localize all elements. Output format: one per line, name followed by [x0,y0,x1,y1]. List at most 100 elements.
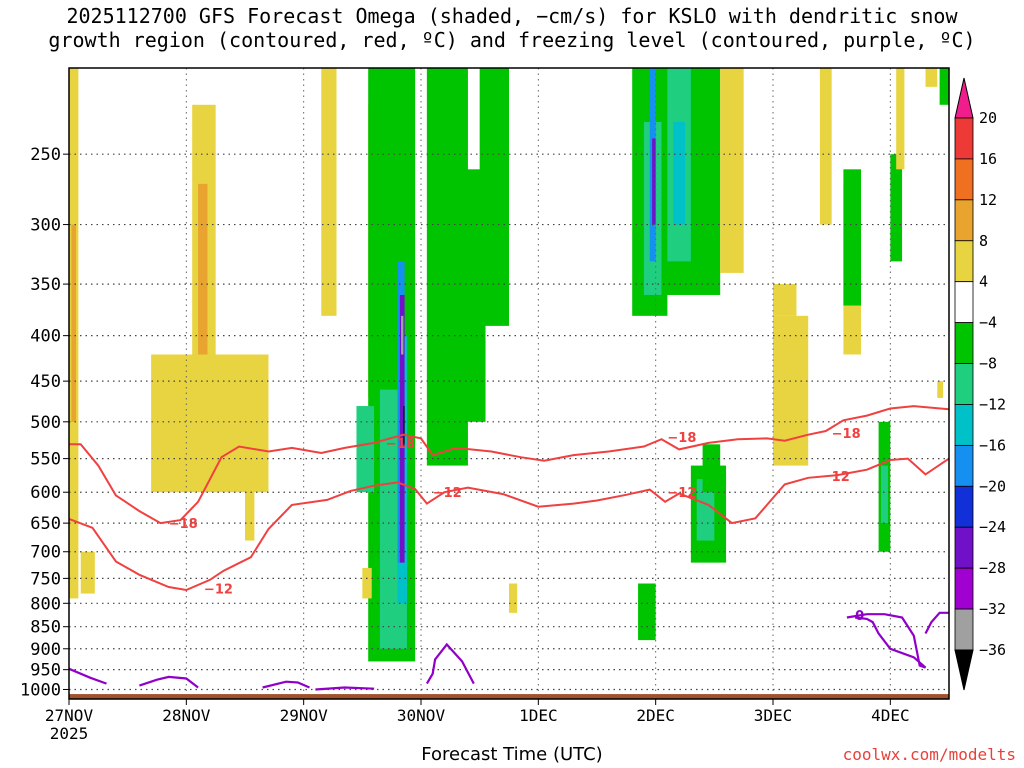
y-tick-label-11: 800 [30,594,61,614]
y-tick-label-1: 300 [30,216,61,236]
contour-label-1: −12 [204,583,233,598]
dgz-bottom-contour [69,457,949,592]
y-tick-label-15: 1000 [20,680,61,700]
omega-shade-6 [245,397,255,541]
colorbar-label-13: −36 [979,641,1006,659]
colorbar-label-1: 16 [979,150,997,168]
colorbar-label-8: −16 [979,436,1006,454]
colorbar-swatch-7 [954,363,974,405]
y-tick-label-4: 450 [30,372,61,392]
omega-shade-7 [321,68,337,316]
omega-shade-16 [401,315,404,355]
contour-label-5: 12 [832,470,850,485]
x-tick-label-4: 1DEC [519,706,558,725]
omega-shade-28 [673,121,685,225]
contour-label-2: −18 [386,437,415,452]
contour-label-7: −12 [667,486,696,501]
contour-labels: −18 −12 −18 −12 −18 12 −18 −12 0 [169,427,864,624]
omega-shade-2 [80,551,95,594]
omega-shade-41 [880,465,888,524]
colorbar-label-5: −4 [979,314,997,332]
omega-shade-33 [720,68,744,273]
contour-label-3: −12 [433,486,462,501]
colorbar-label-11: −28 [979,559,1006,577]
contour-label-6: −18 [832,427,861,442]
omega-shade-32 [638,583,656,641]
omega-shade-38 [843,169,861,306]
omega-shade-15 [399,294,405,563]
colorbar-swatch-4 [954,240,974,283]
plot-frame [68,67,950,700]
freezing-level-contour-3 [315,686,375,691]
omega-shading [69,68,949,662]
y-tick-label-14: 950 [30,661,61,681]
omega-shade-39 [890,154,903,262]
omega-shade-17 [403,406,405,445]
y-tick-label-2: 350 [30,275,61,295]
omega-shade-42 [896,68,905,170]
freezing-level-contour-0 [69,667,107,685]
omega-shade-37 [773,284,797,316]
colorbar-swatch-3 [954,199,974,242]
contour-label-4: −18 [667,431,696,446]
colorbar-label-10: −24 [979,518,1006,536]
y-tick-label-8: 650 [30,514,61,534]
omega-shade-1 [71,224,77,422]
omega-shade-44 [939,68,949,105]
colorbar-label-12: −32 [979,600,1006,618]
colorbar: 20 16 12 8 4 −4 −8 −12 −16 −20 −24 −28 −32 −36 [954,77,1006,691]
y-tick-label-5: 500 [30,413,61,433]
freezing-level-contour-2 [262,680,310,689]
colorbar-swatch-13 [954,608,974,651]
omega-shade-19 [479,68,509,326]
colorbar-swatch-9 [954,444,974,487]
dgz-top-contour [69,405,949,525]
y-axis: 2503003504004505005506006507007508008509… [20,145,69,700]
omega-shade-20 [362,567,372,599]
omega-shade-45 [937,381,944,398]
contour-lines [69,405,949,691]
omega-shade-4 [198,183,208,373]
y-tick-label-0: 250 [30,145,61,165]
colorbar-swatch-11 [954,526,974,569]
omega-shade-34 [773,315,809,466]
colorbar-top-arrow [954,77,974,119]
contour-label-8: 0 [855,609,864,624]
freezing-level-contour-4 [425,642,475,685]
colorbar-swatch-1 [954,117,974,160]
colorbar-label-3: 8 [979,232,988,250]
freezing-level-contour-5 [846,613,927,669]
y-tick-label-13: 900 [30,640,61,660]
colorbar-label-7: −12 [979,395,1006,413]
colorbar-swatch-2 [954,158,974,201]
omega-shade-25 [652,138,656,225]
x-tick-label-2: 29NOV [280,706,329,725]
y-tick-label-6: 550 [30,450,61,470]
ground-surface [69,694,949,699]
omega-shade-31 [702,444,721,493]
colorbar-label-4: 4 [979,273,988,291]
colorbar-swatch-8 [954,404,974,446]
y-tick-label-9: 700 [30,543,61,563]
x-tick-label-6: 3DEC [754,706,793,725]
omega-shade-30 [696,479,715,541]
x-tick-label-0: 27NOV [45,706,94,725]
omega-shade-35 [819,68,832,225]
freezing-level-contour-6 [924,611,949,635]
x-tick-sublabel-0: 2025 [50,724,89,743]
colorbar-swatch-6 [954,322,974,364]
colorbar-bottom-arrow [954,649,974,691]
omega-shade-11 [438,169,486,422]
y-tick-label-12: 850 [30,618,61,638]
y-tick-label-7: 600 [30,483,61,503]
colorbar-swatch-5 [954,281,974,324]
x-tick-label-7: 4DEC [871,706,910,725]
credit-text: coolwx.com/modelts [842,745,1016,764]
colorbar-label-2: 12 [979,191,997,209]
omega-shade-21 [509,583,518,613]
x-tick-label-3: 30NOV [397,706,446,725]
colorbar-label-6: −8 [979,355,997,373]
y-tick-label-10: 750 [30,569,61,589]
